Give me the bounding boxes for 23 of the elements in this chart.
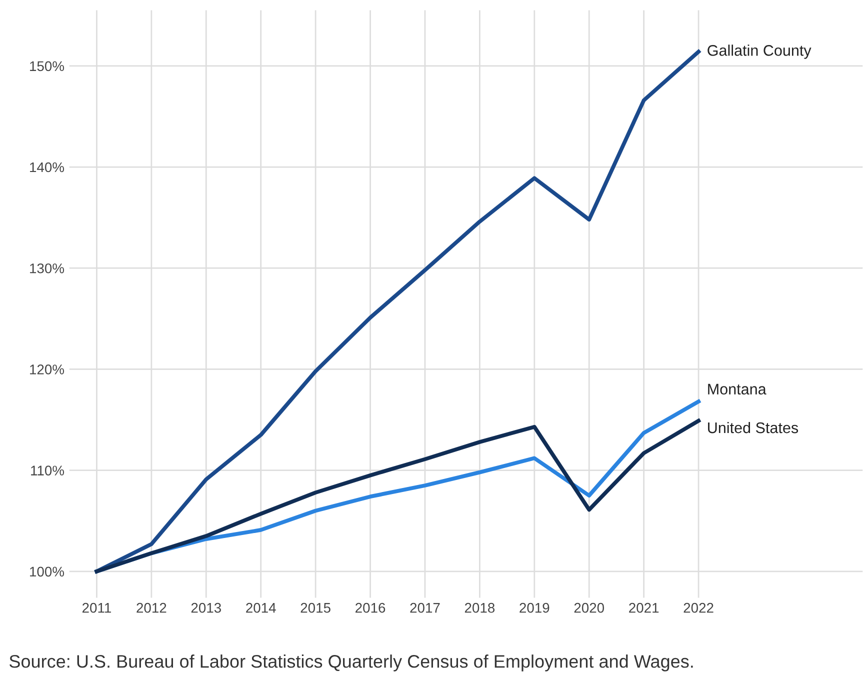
x-tick-label: 2014	[246, 602, 276, 613]
series-label: Gallatin County	[708, 44, 812, 59]
source-note: Source: U.S. Bureau of Labor Statistics Quarterly Census of Employment and Wages.	[9, 654, 693, 672]
x-tick-label: 2021	[629, 602, 659, 613]
x-tick-label: 2019	[520, 602, 550, 613]
x-tick-label: 2018	[464, 602, 495, 613]
series-label: United States	[708, 422, 798, 434]
x-tick-label: 2013	[191, 602, 221, 613]
x-tick-label: 2011	[82, 602, 111, 613]
y-tick-label: 100%	[30, 566, 64, 577]
series-label: Montana	[708, 384, 766, 395]
x-tick-label: 2017	[410, 602, 440, 613]
y-tick-label: 150%	[30, 61, 64, 72]
y-tick-label: 130%	[30, 263, 64, 274]
line-series	[94, 50, 700, 574]
x-tick-label: 2022	[684, 602, 714, 613]
y-tick-label: 120%	[30, 364, 64, 374]
x-tick-label: 2016	[356, 602, 386, 613]
x-tick-label: 2015	[300, 602, 330, 613]
x-tick-label: 2020	[574, 602, 604, 613]
x-tick-label: 2012	[136, 602, 166, 613]
y-tick-label: 110%	[31, 466, 64, 476]
y-tick-label: 140%	[30, 162, 64, 172]
